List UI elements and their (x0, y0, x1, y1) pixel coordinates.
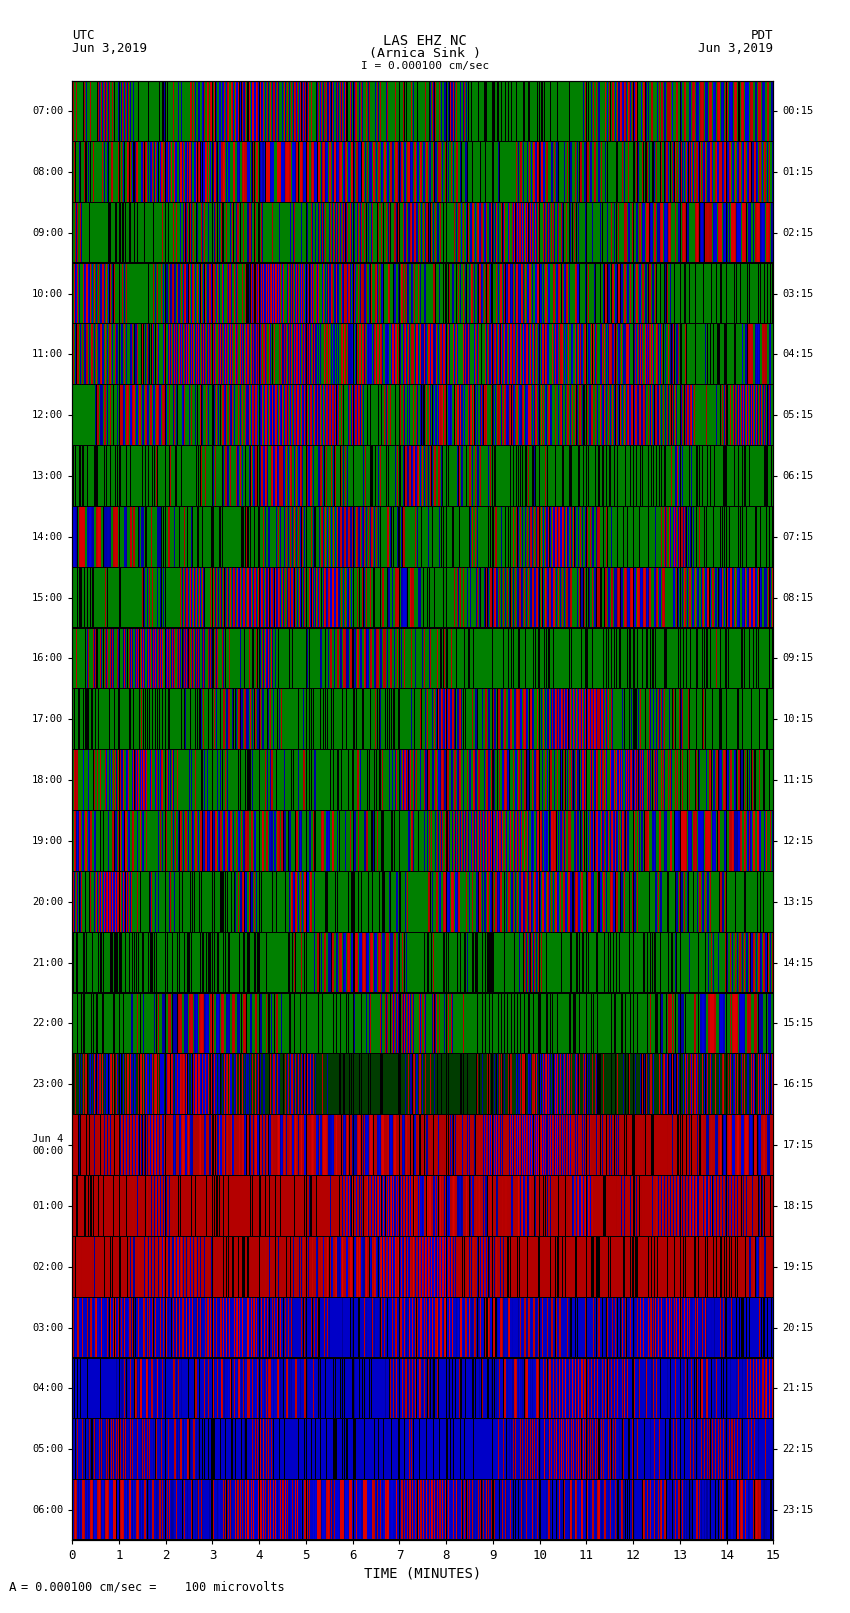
Text: UTC: UTC (72, 29, 94, 42)
Text: Jun 3,2019: Jun 3,2019 (699, 42, 774, 55)
Text: I = 0.000100 cm/sec: I = 0.000100 cm/sec (361, 61, 489, 71)
Text: = 0.000100 cm/sec =    100 microvolts: = 0.000100 cm/sec = 100 microvolts (21, 1581, 285, 1594)
Text: PDT: PDT (751, 29, 774, 42)
Text: LAS EHZ NC: LAS EHZ NC (383, 34, 467, 47)
Text: (Arnica Sink ): (Arnica Sink ) (369, 47, 481, 60)
Text: Jun 3,2019: Jun 3,2019 (72, 42, 147, 55)
Text: A: A (8, 1581, 16, 1594)
X-axis label: TIME (MINUTES): TIME (MINUTES) (365, 1566, 481, 1581)
